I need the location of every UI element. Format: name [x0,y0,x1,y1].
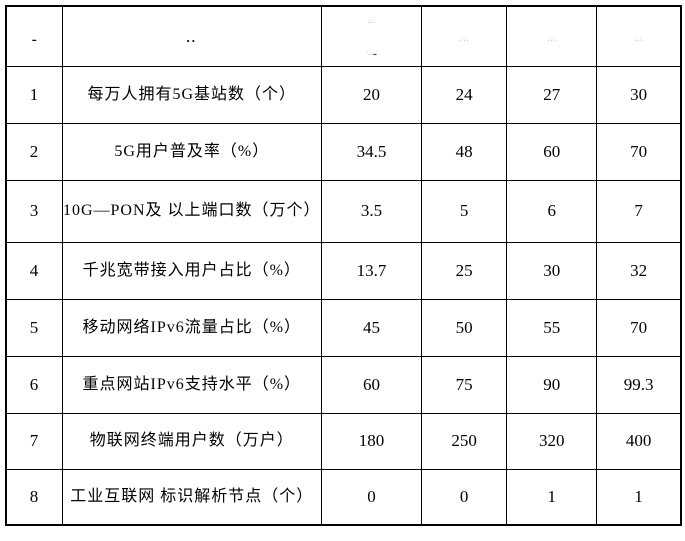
indicator-cell: 每万人拥有5G基站数（个） [61,65,322,124]
value-cell: 75 [421,355,508,414]
value-cell: 50 [421,298,508,357]
indicator-cell: 重点网站IPv6支持水平（%） [61,355,322,414]
value-cell: 6 [506,179,598,243]
header-col5-cell: ·˙·˙· [506,5,598,67]
value-cell: 3.5 [320,179,423,243]
value-cell: 30 [596,65,682,124]
row-number-cell: 6 [5,355,63,414]
value-cell: 34.5 [320,122,423,181]
indicator-cell: 移动网络IPv6流量占比（%） [61,298,322,357]
table-row: 5 移动网络IPv6流量占比（%） 45 50 55 70 [5,298,682,357]
value-cell: 400 [596,412,682,470]
header-indicator-cell: .. [61,5,322,67]
indicator-cell: 工业互联网 标识解析节点（个） [61,468,322,526]
header-col6-cell: ·˙·˙· [596,5,682,67]
value-cell: 0 [421,468,508,526]
value-cell: 27 [506,65,598,124]
header-indicator-mark: .. [186,30,198,46]
value-cell: 24 [421,65,508,124]
header-col5-mark: ·˙·˙· [547,38,556,44]
table-row: 2 5G用户普及率（%） 34.5 48 60 70 [5,122,682,181]
indicator-cell: 5G用户普及率（%） [61,122,322,181]
value-cell: 25 [421,241,508,300]
value-cell: 5 [421,179,508,243]
value-cell: 48 [421,122,508,181]
header-row: - .. ·˙·˙· ˙···▪▪ ·˙·˙· ·˙·˙· ·˙·˙· [5,5,682,67]
row-number-cell: 7 [5,412,63,470]
value-cell: 1 [596,468,682,526]
row-number-cell: 3 [5,179,63,243]
header-col4-cell: ·˙·˙· [421,5,508,67]
header-col3-line2: ˙···▪▪ [366,52,377,58]
row-number-cell: 1 [5,65,63,124]
value-cell: 320 [506,412,598,470]
header-col4-mark: ·˙·˙· [459,38,469,44]
table-row: 3 10G—PON及 以上端口数（万个） 3.5 5 6 7 [5,179,682,243]
value-cell: 1 [506,468,598,526]
value-cell: 70 [596,122,682,181]
value-cell: 70 [596,298,682,357]
header-col3-cell: ·˙·˙· ˙···▪▪ [320,5,423,67]
indicator-cell: 10G—PON及 以上端口数（万个） [61,179,322,243]
value-cell: 13.7 [320,241,423,300]
row-number-cell: 2 [5,122,63,181]
value-cell: 20 [320,65,423,124]
header-col6-mark: ·˙·˙· [634,38,643,44]
value-cell: 7 [596,179,682,243]
value-cell: 60 [320,355,423,414]
header-no-cell: - [5,5,63,67]
value-cell: 55 [506,298,598,357]
table-row: 8 工业互联网 标识解析节点（个） 0 0 1 1 [5,468,682,526]
value-cell: 32 [596,241,682,300]
header-col3-line1: ·˙·˙· [367,20,376,26]
header-no-mark: - [31,32,37,49]
value-cell: 60 [506,122,598,181]
value-cell: 90 [506,355,598,414]
table-row: 6 重点网站IPv6支持水平（%） 60 75 90 99.3 [5,355,682,414]
table-row: 7 物联网终端用户数（万户） 180 250 320 400 [5,412,682,470]
row-number-cell: 8 [5,468,63,526]
indicators-table: - .. ·˙·˙· ˙···▪▪ ·˙·˙· ·˙·˙· ·˙·˙· [5,5,682,526]
document-page: - .. ·˙·˙· ˙···▪▪ ·˙·˙· ·˙·˙· ·˙·˙· [5,5,682,526]
table-row: 4 千兆宽带接入用户占比（%） 13.7 25 30 32 [5,241,682,300]
value-cell: 99.3 [596,355,682,414]
indicator-cell: 物联网终端用户数（万户） [61,412,322,470]
value-cell: 180 [320,412,423,470]
row-number-cell: 5 [5,298,63,357]
value-cell: 45 [320,298,423,357]
value-cell: 30 [506,241,598,300]
value-cell: 250 [421,412,508,470]
row-number-cell: 4 [5,241,63,300]
indicator-cell: 千兆宽带接入用户占比（%） [61,241,322,300]
value-cell: 0 [320,468,423,526]
table-row: 1 每万人拥有5G基站数（个） 20 24 27 30 [5,65,682,124]
